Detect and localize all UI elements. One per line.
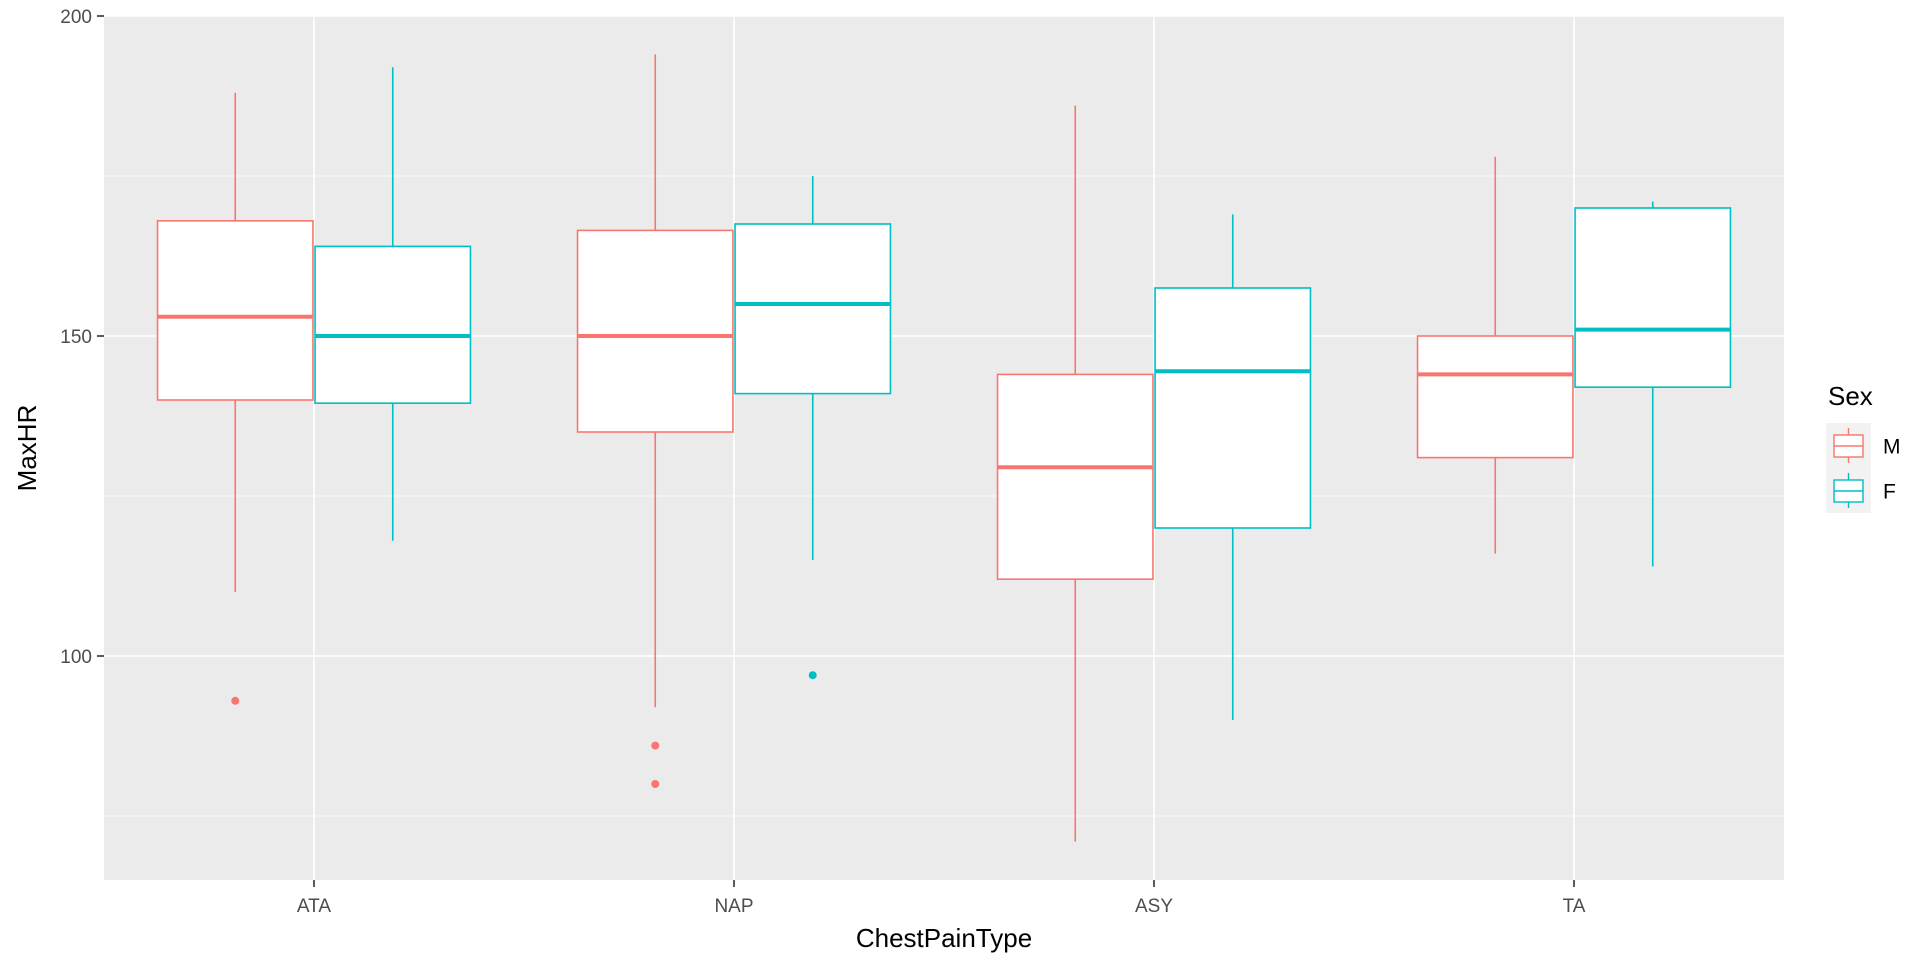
boxplots xyxy=(156,54,1732,842)
boxplot-ASY-M xyxy=(996,105,1154,842)
outlier-point xyxy=(808,671,817,680)
legend-label: F xyxy=(1883,481,1896,504)
legend: Sex MF xyxy=(1826,381,1901,513)
boxplot-ATA-F xyxy=(314,67,472,541)
box xyxy=(734,223,892,395)
legend-title: Sex xyxy=(1828,381,1873,411)
boxplot-ASY-F xyxy=(1154,214,1312,720)
y-tick-label: 100 xyxy=(60,647,92,668)
boxplot-NAP-F xyxy=(734,176,892,680)
x-axis-title: ChestPainType xyxy=(856,923,1032,953)
x-tick-label: ATA xyxy=(297,896,331,917)
boxplot-TA-M xyxy=(1416,156,1574,554)
legend-item-F: F xyxy=(1826,468,1896,513)
outlier-point xyxy=(231,696,240,705)
minor-gridlines xyxy=(104,175,1784,817)
outlier-point xyxy=(651,741,660,750)
legend-item-M: M xyxy=(1826,423,1901,468)
outlier-point xyxy=(651,780,660,788)
y-tick-label: 150 xyxy=(60,327,92,348)
boxplot-NAP-M xyxy=(576,54,734,788)
x-tick-label: ASY xyxy=(1135,896,1173,917)
major-gridlines xyxy=(104,15,1784,880)
box xyxy=(314,245,472,404)
boxplot-TA-F xyxy=(1574,201,1732,567)
x-axis: ATA NAP ASY TA xyxy=(297,880,1586,917)
y-tick-label: 200 xyxy=(60,7,92,28)
box xyxy=(1574,207,1732,388)
legend-label: M xyxy=(1883,436,1901,459)
box xyxy=(1154,287,1312,529)
boxplot-ATA-M xyxy=(156,92,314,705)
x-tick-label: TA xyxy=(1563,896,1586,917)
box xyxy=(1416,335,1574,459)
box xyxy=(576,229,734,433)
y-axis: 100 150 200 xyxy=(60,7,104,668)
box xyxy=(156,220,314,401)
box xyxy=(996,373,1154,580)
y-axis-title: MaxHR xyxy=(12,405,42,492)
x-tick-label: NAP xyxy=(714,896,753,917)
